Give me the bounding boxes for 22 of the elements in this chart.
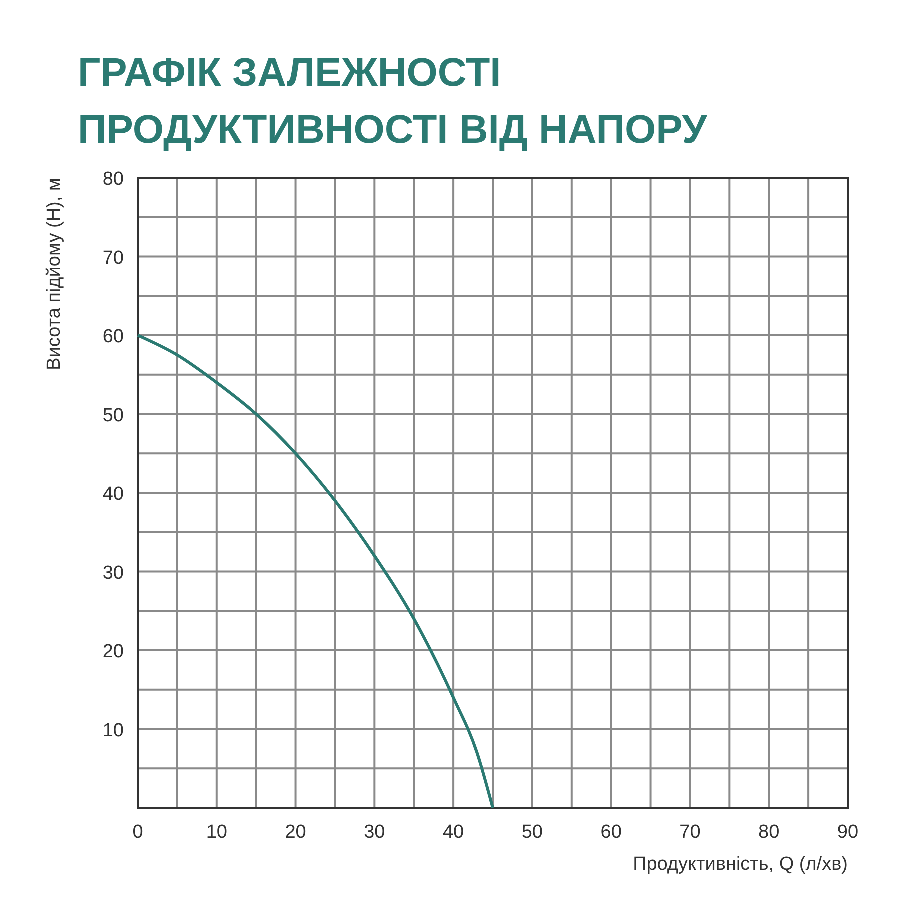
x-tick-label: 20 — [285, 822, 306, 843]
x-tick-label: 0 — [132, 822, 144, 843]
x-tick-label: 60 — [600, 822, 622, 843]
line-series — [136, 334, 494, 810]
x-axis-title: Продуктивність, Q (л/хв) — [633, 854, 848, 875]
y-tick-label: 80 — [102, 169, 124, 190]
x-tick-label: 10 — [206, 822, 228, 843]
y-tick-label: 30 — [102, 562, 124, 584]
y-tick-label: 70 — [102, 248, 124, 269]
x-tick-label: 90 — [837, 822, 859, 843]
y-tick-label: 60 — [102, 326, 124, 348]
chart-title: ГРАФІК ЗАЛЕЖНОСТІ ПРОДУКТИВНОСТІ ВІД НАПОРУ — [78, 51, 708, 152]
x-tick-label: 40 — [442, 822, 464, 843]
x-tick-label: 70 — [680, 822, 701, 843]
y-axis-title: Висота підйому (Н), м — [44, 178, 65, 370]
y-tick-label: 10 — [102, 720, 124, 742]
x-tick-label: 30 — [364, 822, 386, 843]
y-tick-label: 40 — [102, 484, 124, 505]
x-tick-label: 80 — [758, 822, 780, 843]
y-tick-label: 20 — [102, 642, 124, 662]
x-tick-label: 50 — [522, 822, 544, 843]
y-tick-label: 50 — [102, 405, 124, 426]
